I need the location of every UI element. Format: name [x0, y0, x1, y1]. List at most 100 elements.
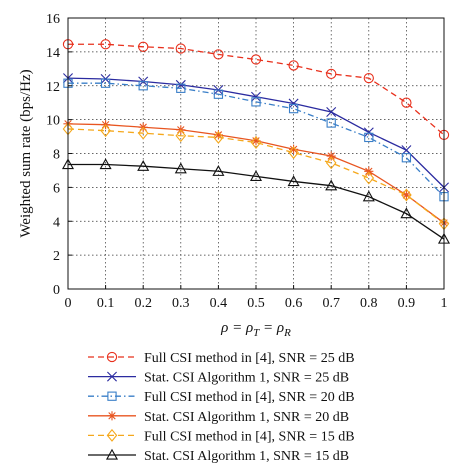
data-point [251, 97, 261, 107]
legend-item: Full CSI method in [4], SNR = 20 dB [88, 390, 355, 405]
ticks: 0 0.1 0.2 0.3 0.4 0.5 0.6 0.7 0.8 0.9 102468101214… [46, 12, 448, 311]
data-point [175, 43, 186, 54]
legend-marker [107, 391, 117, 401]
data-point [250, 136, 262, 149]
data-point [400, 207, 413, 219]
legend-marker [106, 351, 118, 363]
data-point [250, 54, 262, 65]
data-point [362, 190, 375, 202]
x-tick-label: 1 [441, 296, 448, 311]
x-tick-label: 0.7 [322, 296, 340, 311]
data-point [174, 162, 187, 174]
data-point [213, 130, 224, 144]
data-point [213, 89, 224, 99]
data-point [364, 132, 374, 143]
data-point [363, 127, 374, 138]
y-tick-label: 12 [46, 80, 60, 95]
series-6 [61, 158, 451, 244]
legend-item: Full CSI method in [4], SNR = 25 dB [88, 351, 355, 366]
data-point [175, 129, 187, 143]
x-tick-label: 0.1 [97, 296, 115, 311]
data-point [363, 72, 374, 84]
data-point [287, 175, 300, 187]
data-point [176, 83, 186, 93]
x-axis-label-subscript: R [283, 327, 291, 339]
y-tick-label: 10 [46, 114, 60, 129]
y-tick-label: 14 [46, 46, 60, 61]
y-axis-label: Weighted sum rate (bps/Hz) [18, 69, 34, 237]
x-tick-label: 0.2 [134, 296, 152, 311]
y-tick-label: 6 [53, 181, 60, 196]
data-point [137, 126, 149, 140]
legend-label: Stat. CSI Algorithm 1, SNR = 25 dB [144, 371, 349, 386]
data-point [326, 151, 336, 161]
data-point [100, 78, 111, 88]
data-point [251, 136, 261, 146]
data-point [138, 41, 149, 52]
data-point [288, 60, 299, 71]
data-point [289, 144, 299, 154]
y-tick-label: 0 [53, 283, 60, 298]
x-tick-label: 0.4 [210, 296, 228, 311]
data-point [288, 98, 299, 109]
x-axis-label-subscript: T [253, 327, 260, 339]
y-tick-label: 16 [46, 12, 60, 27]
data-point [213, 49, 224, 60]
data-point [138, 81, 148, 91]
data-point [401, 97, 412, 108]
legend-label: Stat. CSI Algorithm 1, SNR = 15 dB [144, 449, 349, 464]
legend-label: Full CSI method in [4], SNR = 20 dB [144, 390, 355, 405]
x-tick-label: 0.6 [285, 296, 303, 311]
series-line [68, 43, 445, 136]
data-point [326, 68, 337, 80]
x-tick-label: 0.9 [398, 296, 416, 311]
data-point [213, 130, 223, 140]
series-line [68, 163, 445, 240]
series-layer [61, 39, 451, 244]
data-point [325, 156, 337, 170]
data-point [401, 188, 412, 202]
data-point [326, 107, 337, 117]
data-point [251, 91, 261, 102]
legend-item: Stat. CSI Algorithm 1, SNR = 20 dB [88, 410, 349, 425]
legend-item: Full CSI method in [4], SNR = 15 dB [88, 428, 355, 444]
legend-label: Stat. CSI Algorithm 1, SNR = 20 dB [144, 410, 349, 425]
legend-item: Stat. CSI Algorithm 1, SNR = 25 dB [88, 371, 349, 386]
data-point [401, 190, 411, 200]
x-axis-label-part: ρ = ρ [220, 320, 253, 336]
data-point [326, 118, 336, 128]
data-point [99, 158, 112, 170]
x-tick-label: 0.3 [172, 296, 190, 311]
data-point [249, 170, 263, 182]
x-tick-label: 0.8 [360, 296, 378, 311]
y-tick-label: 4 [53, 215, 60, 230]
legend-label: Full CSI method in [4], SNR = 25 dB [144, 351, 355, 366]
series-1 [62, 39, 450, 141]
data-point [363, 171, 375, 185]
y-tick-label: 2 [53, 249, 60, 264]
data-point [288, 103, 299, 114]
legend-item: Stat. CSI Algorithm 1, SNR = 15 dB [88, 448, 349, 464]
y-tick-label: 8 [53, 148, 60, 163]
x-axis-label: ρ = ρT = ρR [220, 320, 291, 339]
x-tick-label: 0 [65, 296, 72, 311]
x-axis-label-part: = ρ [259, 320, 284, 336]
data-point [137, 159, 150, 171]
legend-marker [107, 371, 117, 382]
legend: Full CSI method in [4], SNR = 25 dB Stat.… [88, 351, 355, 464]
data-point [212, 165, 225, 176]
series-line [68, 82, 445, 198]
series-2 [63, 73, 449, 193]
legend-marker [107, 411, 117, 421]
data-point [401, 153, 412, 163]
legend-marker [106, 428, 118, 442]
legend-label: Full CSI method in [4], SNR = 15 dB [144, 429, 355, 444]
data-point [364, 166, 374, 176]
x-tick-label: 0.5 [247, 296, 265, 311]
series-line [67, 128, 445, 225]
data-point [100, 39, 111, 50]
data-point [325, 179, 338, 191]
grid [68, 18, 444, 289]
data-point [288, 146, 299, 160]
